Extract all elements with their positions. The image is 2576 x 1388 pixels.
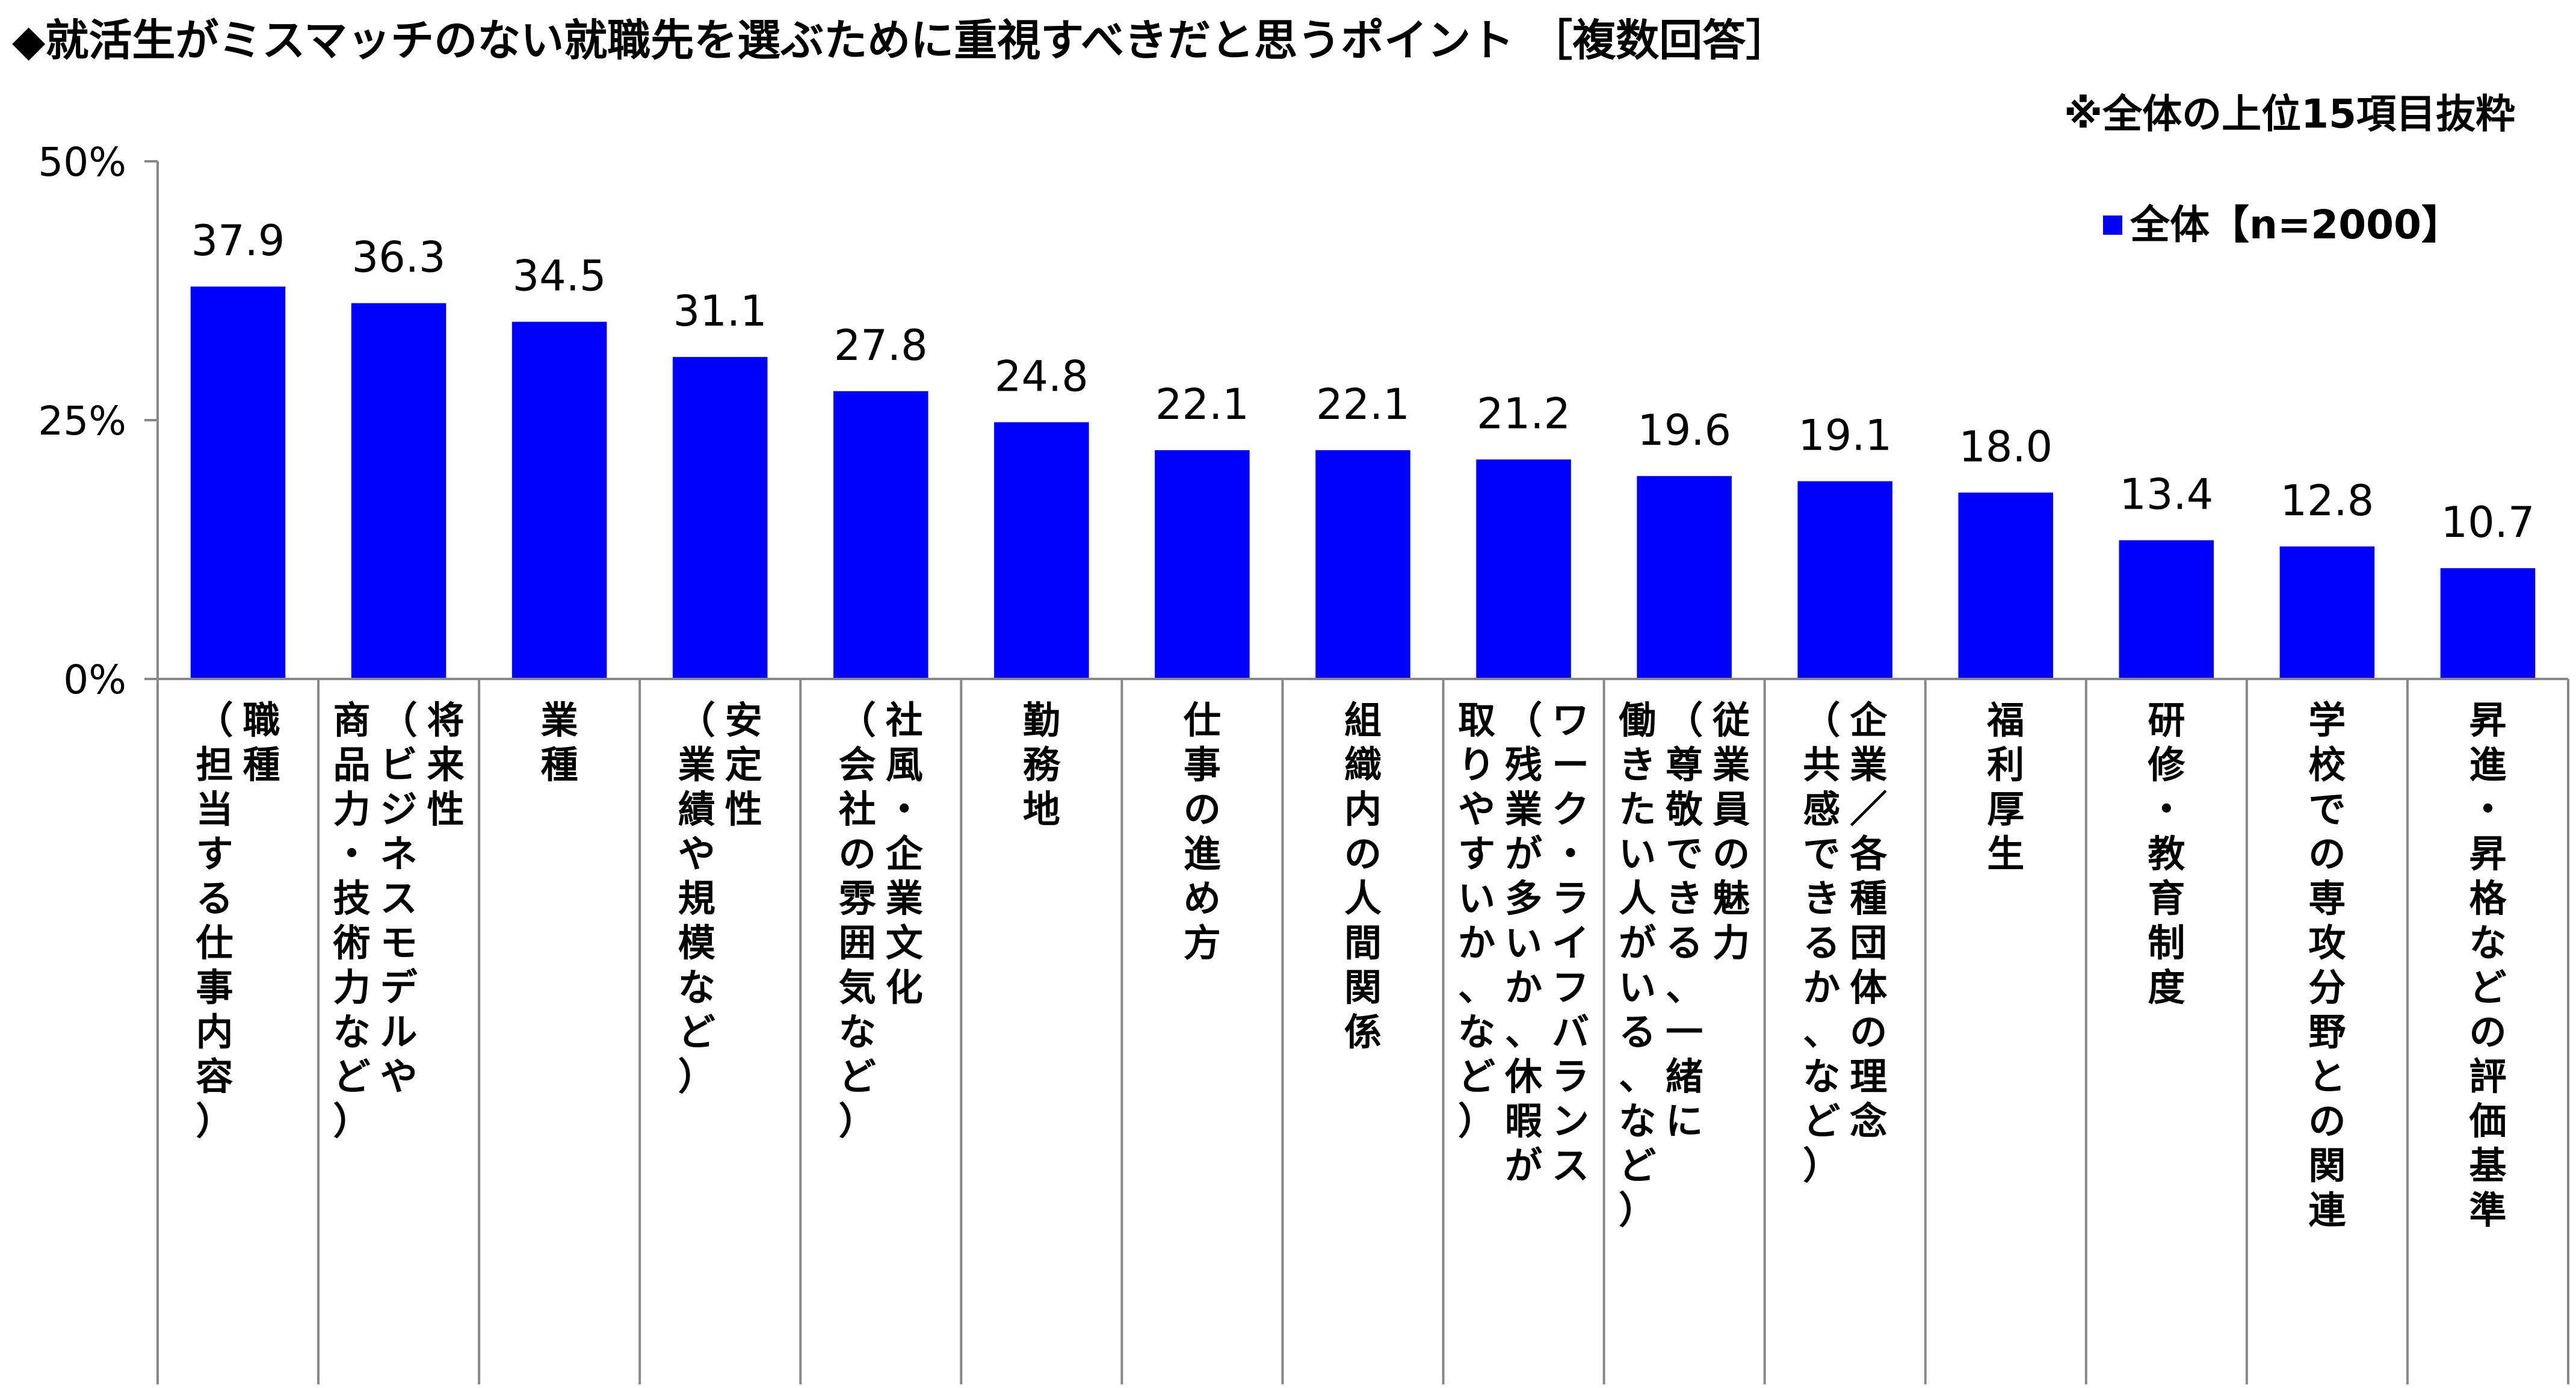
category-label-line: （会社の雰囲気など） [839, 698, 877, 1143]
legend-swatch [2103, 215, 2122, 235]
category-label-line: 社風・企業文化 [886, 698, 924, 1009]
bar [1476, 459, 1571, 679]
bar [511, 321, 607, 679]
bar [1315, 450, 1410, 679]
category-label: 勤務地 [1023, 698, 1061, 831]
bar [2279, 546, 2375, 679]
category-label: 福利厚生 [1986, 698, 2024, 876]
bar [1155, 450, 1250, 679]
category-label-line: 仕事の進め方 [1184, 698, 1221, 965]
value-label: 19.1 [1798, 411, 1892, 460]
category-label: 研修・教育制度 [2148, 698, 2185, 1009]
bar [1958, 492, 2054, 679]
category-label-line: 従業員の魅力 [1712, 698, 1750, 965]
bar [351, 303, 446, 679]
category-label-line: 勤務地 [1023, 698, 1061, 831]
category-label-line: ワーク・ライフバランス [1552, 698, 1589, 1188]
category-label: 社風・企業文化（会社の雰囲気など） [839, 698, 924, 1143]
category-label-line: 組織内の人間関係 [1344, 698, 1382, 1054]
category-label-line: 学校での専攻分野との関連 [2308, 698, 2346, 1232]
value-label: 10.7 [2441, 498, 2535, 547]
category-label: 学校での専攻分野との関連 [2308, 698, 2346, 1232]
value-label: 24.8 [995, 352, 1089, 401]
value-label: 22.1 [1316, 380, 1410, 429]
value-label: 36.3 [352, 233, 446, 282]
bar [2119, 540, 2214, 679]
value-labels: 37.9 36.3 34.5 31.1 27.8 24.8 22.1 22.1 21.2 19.6… [191, 216, 2535, 547]
category-label-line: 昇進・昇格などの評価基準 [2468, 698, 2507, 1232]
bars [190, 287, 2536, 679]
category-label-line: （業績や規模など） [678, 698, 715, 1098]
value-label: 31.1 [673, 287, 767, 336]
category-label-line: 福利厚生 [1986, 698, 2024, 876]
value-label: 22.1 [1155, 380, 1249, 429]
category-label: 業種 [541, 698, 578, 787]
category-label-line: （尊敬できる、一緒に [1665, 698, 1703, 1143]
category-label-line: （ビジネスモデルや [380, 698, 418, 1098]
category-label-line: 安定性 [725, 698, 762, 831]
category-label: 昇進・昇格などの評価基準 [2468, 698, 2507, 1232]
bar [190, 287, 286, 679]
category-label: 組織内の人間関係 [1344, 698, 1382, 1054]
legend: 全体【n=2000】 [2103, 202, 2461, 248]
bar [1797, 481, 1892, 679]
y-tick-label: 0% [63, 657, 126, 703]
category-label-line: 取りやすいか、など） [1458, 698, 1495, 1143]
y-axis: 0% 25% 50% [38, 139, 159, 703]
value-label: 19.6 [1637, 406, 1731, 455]
category-label: 企業／各種団体の理念 （共感できるか、など） [1803, 698, 1888, 1188]
bar [672, 357, 768, 679]
value-label: 18.0 [1959, 422, 2052, 471]
y-tick-label: 25% [38, 398, 126, 444]
category-label-line: 職種 [243, 698, 280, 787]
category-label-line: 働きたい人がいる、など） [1619, 698, 1656, 1232]
category-label-line: 商品力・技術力など） [333, 698, 371, 1143]
category-label: 職種 （担当する仕事内容） [196, 698, 280, 1143]
y-tick-label: 50% [38, 139, 126, 185]
bar [833, 391, 928, 679]
category-label-line: 将来性 [427, 698, 465, 831]
category-label-line: （担当する仕事内容） [196, 698, 233, 1143]
category-label-line: 企業／各種団体の理念 [1850, 698, 1888, 1143]
value-label: 21.2 [1477, 389, 1571, 438]
value-label: 37.9 [191, 216, 285, 265]
value-label: 13.4 [2119, 470, 2213, 519]
value-label: 12.8 [2280, 476, 2374, 525]
category-label: 安定性 （業績や規模など） [678, 698, 762, 1098]
value-label: 27.8 [834, 321, 928, 370]
chart-note: ※全体の上位15項目抜粋 [2064, 91, 2515, 137]
category-label: 仕事の進め方 [1184, 698, 1221, 965]
category-label-line: （残業が多いか、休暇が [1504, 698, 1543, 1188]
value-label: 34.5 [513, 252, 607, 301]
legend-label: 全体【n=2000】 [2130, 202, 2461, 248]
bar [2440, 568, 2536, 679]
category-label-line: 業種 [541, 698, 578, 787]
chart-title: ◆就活生がミスマッチのない就職先を選ぶために重視すべきだと思うポイント ［複数回… [12, 15, 1789, 66]
category-label-line: 研修・教育制度 [2148, 698, 2185, 1009]
category-label-line: （共感できるか、など） [1803, 698, 1840, 1188]
bar [994, 422, 1089, 679]
bar [1637, 476, 1732, 679]
